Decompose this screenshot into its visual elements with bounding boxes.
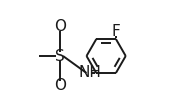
Text: O: O [54, 78, 66, 93]
Text: F: F [112, 24, 120, 39]
Text: S: S [55, 48, 64, 64]
Text: O: O [54, 19, 66, 34]
Text: NH: NH [78, 66, 101, 81]
